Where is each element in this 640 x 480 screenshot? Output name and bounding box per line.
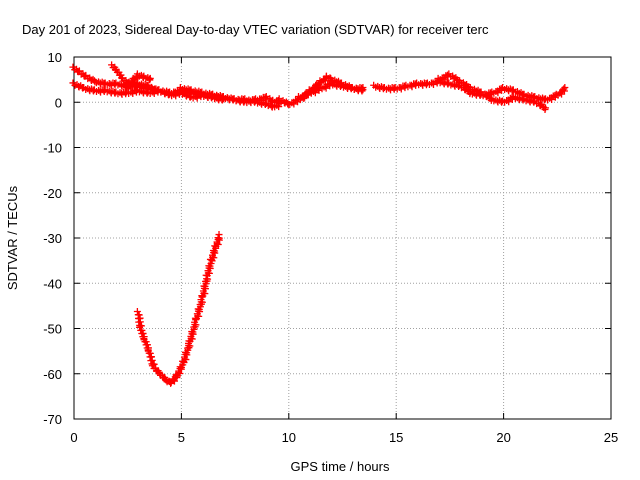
data-point [444,71,452,79]
data-points [69,61,569,387]
y-tick-label: -60 [43,367,62,382]
y-tick-label: -50 [43,322,62,337]
y-tick-label: -20 [43,186,62,201]
x-tick-label: 0 [70,430,77,445]
data-point [261,93,269,101]
y-tick-labels: 10 0 -10 -20 -30 -40 -50 -60 -70 [43,50,62,427]
data-point [561,83,569,91]
grid [74,57,611,419]
data-point [560,85,568,93]
data-point [133,307,141,315]
data-point [542,104,550,112]
data-point [135,315,143,323]
x-tick-label: 15 [389,430,403,445]
y-tick-label: -40 [43,276,62,291]
x-tick-labels: 0 5 10 15 20 25 [70,430,618,445]
y-tick-label: 10 [48,50,62,65]
x-tick-label: 5 [178,430,185,445]
data-point [169,376,177,384]
y-axis-label: SDTVAR / TECUs [5,185,20,290]
x-axis-label: GPS time / hours [291,459,390,474]
data-point [145,75,153,83]
x-tick-label: 10 [282,430,296,445]
data-point [215,231,223,239]
data-point [275,99,283,107]
y-tick-label: -30 [43,231,62,246]
x-tick-label: 25 [604,430,618,445]
data-point [274,101,282,109]
data-point [132,73,140,81]
data-point [146,74,154,82]
axis-ticks [73,56,612,420]
x-tick-label: 20 [496,430,510,445]
y-tick-label: -70 [43,412,62,427]
y-tick-label: 0 [55,95,62,110]
y-tick-label: -10 [43,141,62,156]
chart-title: Day 201 of 2023, Sidereal Day-to-day VTE… [22,22,489,37]
data-point [359,86,367,94]
data-point [123,83,131,91]
